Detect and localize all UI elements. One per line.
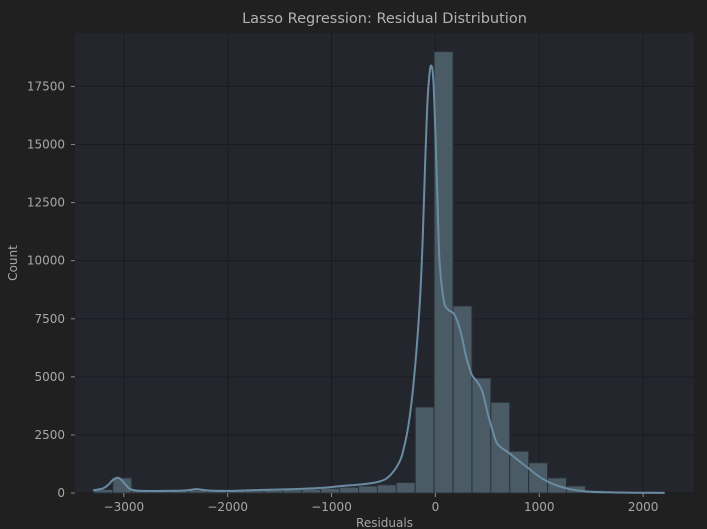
- x-tick-label: −3000: [104, 500, 145, 514]
- histogram-bar: [509, 450, 530, 494]
- y-axis-ticks: 0 2500 5000 7500 10000 12500 15000 17500: [27, 79, 75, 500]
- histogram-bar: [433, 51, 454, 494]
- histogram-bar: [452, 305, 473, 494]
- x-tick-label: −2000: [207, 500, 248, 514]
- y-tick-label: 2500: [34, 428, 65, 442]
- kde-curve: [92, 64, 665, 494]
- x-axis-label: Residuals: [356, 516, 413, 529]
- y-tick-label: 17500: [27, 79, 65, 93]
- grid-lines: [75, 33, 694, 494]
- plot-area: [75, 33, 694, 493]
- histogram-bar: [112, 477, 133, 494]
- y-tick-label: 5000: [34, 370, 65, 384]
- x-tick-label: −1000: [311, 500, 352, 514]
- y-tick-label: 7500: [34, 312, 65, 326]
- histogram-bar: [376, 484, 397, 494]
- histogram-bar: [320, 487, 341, 494]
- chart-title: Lasso Regression: Residual Distribution: [242, 11, 527, 27]
- y-tick-label: 12500: [27, 196, 65, 210]
- x-tick-label: 0: [432, 500, 440, 514]
- x-tick-label: 1000: [524, 500, 555, 514]
- histogram-bar: [339, 486, 360, 494]
- histogram-bar: [395, 482, 416, 494]
- y-tick-label: 0: [57, 486, 65, 500]
- histogram-bar: [528, 462, 549, 494]
- y-tick-label: 10000: [27, 254, 65, 268]
- x-axis-ticks: −3000 −2000 −1000 0 1000 2000: [104, 493, 659, 514]
- x-tick-label: 2000: [628, 500, 659, 514]
- y-tick-label: 15000: [27, 138, 65, 152]
- histogram-bar: [414, 406, 435, 494]
- histogram-bar: [471, 377, 492, 494]
- y-axis-label: Count: [6, 245, 20, 281]
- histogram-bar: [358, 485, 378, 494]
